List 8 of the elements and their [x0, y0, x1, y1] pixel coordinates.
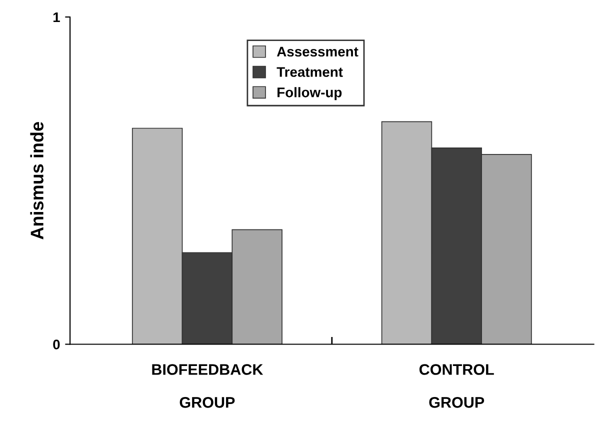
legend-label: Follow-up [278, 87, 342, 100]
legend-label: Treatment [276, 67, 343, 77]
category-label: BIOFEEDBACK GROUP [152, 364, 264, 408]
y-axis-title: Anismus inde [30, 122, 44, 240]
y-tick-label: 1 [53, 12, 60, 22]
category-label: CONTROL GROUP [419, 364, 494, 408]
y-tick-label: 0 [53, 340, 60, 350]
legend-label: Assessment [276, 46, 358, 57]
